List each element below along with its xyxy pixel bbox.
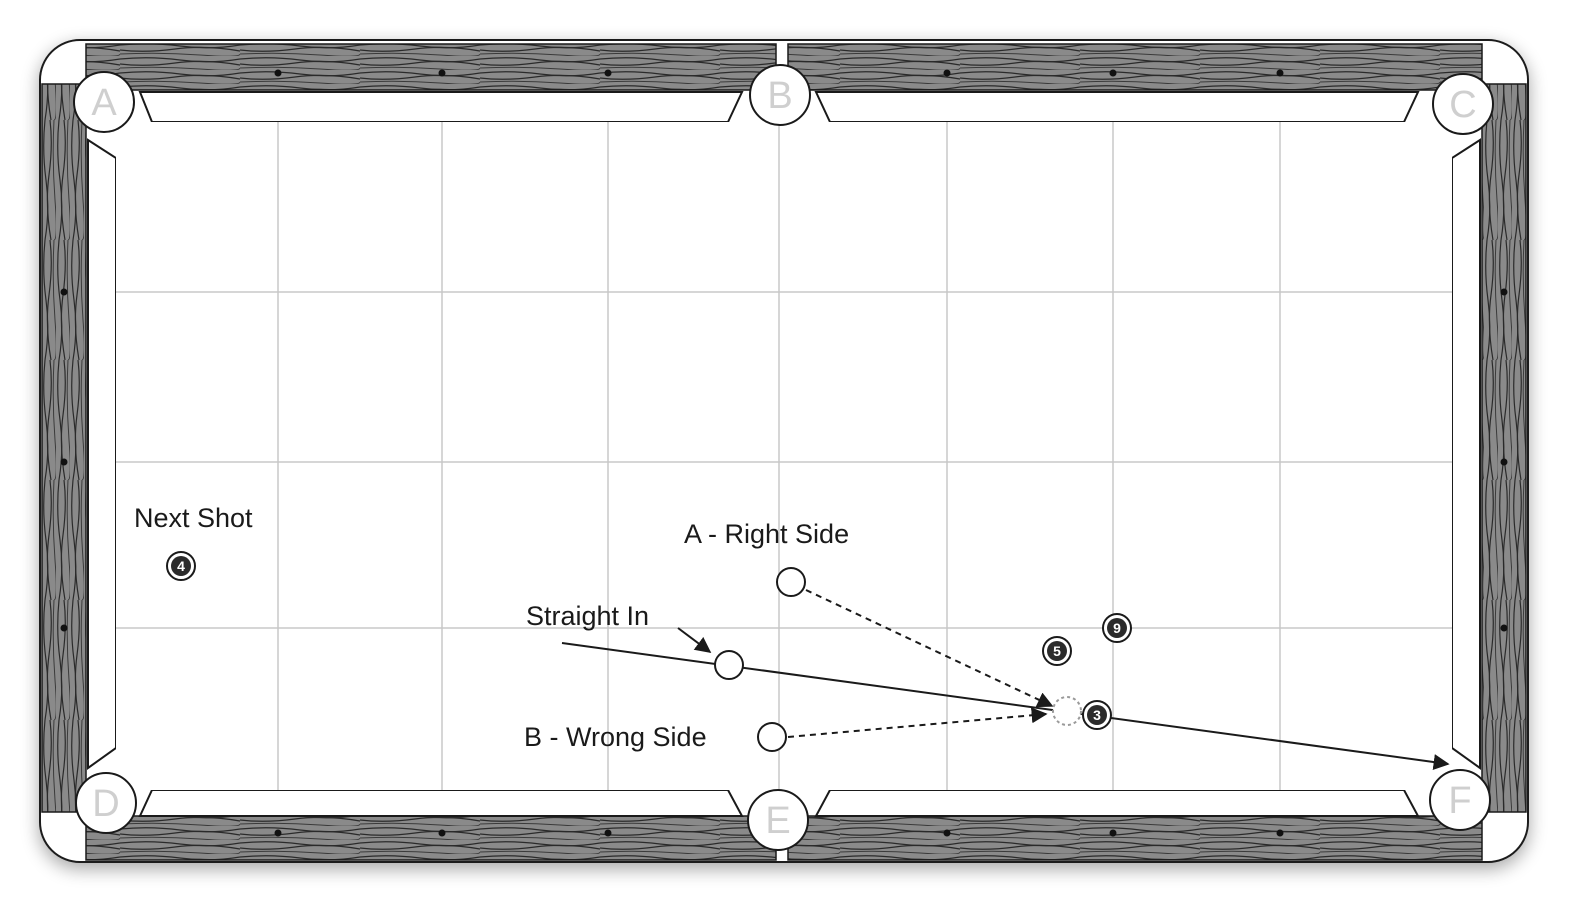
pocket-f: F [1429, 769, 1491, 831]
diamond-marker [1109, 829, 1117, 837]
rail-left [41, 83, 87, 813]
pocket-label: C [1449, 84, 1476, 126]
diamond-marker [60, 288, 68, 296]
cushion-top-left [138, 91, 744, 123]
pocket-circle [1432, 73, 1494, 135]
rail-top-left [85, 43, 777, 91]
rail-diamonds [60, 69, 1508, 837]
cushion-bottom-right [814, 789, 1420, 817]
pocket-label: D [92, 783, 119, 825]
pocket-label: F [1448, 780, 1471, 822]
diamond-marker [604, 69, 612, 77]
diamond-marker [943, 69, 951, 77]
label-right-side: A - Right Side [684, 519, 849, 549]
diamond-marker [438, 829, 446, 837]
rail-top-right [787, 43, 1483, 91]
diamond-marker [1500, 458, 1508, 466]
diamond-marker [274, 69, 282, 77]
ball-5: 5 [1042, 636, 1072, 666]
pockets: A B C D E F [73, 64, 1494, 851]
straight-in-line [561, 642, 1450, 770]
diamond-marker [60, 458, 68, 466]
diamond-marker [604, 829, 612, 837]
pocket-b: B [749, 64, 811, 126]
object-balls: 4 9 5 3 [166, 551, 1132, 730]
cushion-bottom-left [138, 789, 744, 817]
label-next-shot: Next Shot [134, 503, 253, 533]
pocket-label: B [767, 75, 792, 117]
ghost-ball [1052, 696, 1082, 726]
ball-9: 9 [1102, 613, 1132, 643]
pocket-circle [1429, 769, 1491, 831]
label-straight-in: Straight In [526, 601, 649, 631]
diamond-marker [1276, 69, 1284, 77]
ball-3-number: 3 [1093, 707, 1101, 723]
ball-5-number: 5 [1053, 643, 1061, 659]
cloth-grid [116, 122, 1452, 790]
shot-lines [561, 589, 1450, 770]
cue-ball-wrong-side [757, 722, 787, 752]
diamond-marker [60, 624, 68, 632]
annotations: Next Shot A - Right Side Straight In B -… [134, 503, 849, 752]
ball-4: 4 [166, 551, 196, 581]
diamond-marker [1500, 288, 1508, 296]
cue-ball-positions [714, 567, 1082, 752]
cue-ball-right-side [776, 567, 806, 597]
ball-4-number: 4 [177, 558, 185, 574]
diamond-marker [438, 69, 446, 77]
pocket-d: D [75, 772, 137, 834]
pocket-circle [749, 64, 811, 126]
label-wrong-side: B - Wrong Side [524, 722, 707, 752]
pocket-c: C [1432, 73, 1494, 135]
pocket-label: A [91, 82, 117, 124]
diamond-marker [1109, 69, 1117, 77]
diamond-marker [274, 829, 282, 837]
straight-in-pointer [677, 627, 712, 653]
pocket-e: E [747, 789, 809, 851]
diamond-marker [943, 829, 951, 837]
ball-9-number: 9 [1113, 620, 1121, 636]
rail-right [1481, 83, 1527, 813]
diamond-marker [1276, 829, 1284, 837]
cushion-right [1451, 138, 1481, 770]
cue-ball-straight-in [714, 650, 744, 680]
right-side-line [805, 589, 1054, 708]
pocket-a: A [73, 71, 135, 133]
playing-surface [116, 122, 1452, 790]
cushion-top-right [814, 91, 1420, 123]
pocket-circle [747, 789, 809, 851]
diamond-marker [1500, 624, 1508, 632]
rails [41, 43, 1527, 861]
pocket-circle [73, 71, 135, 133]
rail-bottom-left [85, 815, 777, 861]
pocket-label: E [765, 800, 790, 842]
pocket-circle [75, 772, 137, 834]
rail-bottom-right [787, 815, 1483, 861]
ball-3: 3 [1082, 700, 1112, 730]
cushion-left [87, 138, 117, 770]
